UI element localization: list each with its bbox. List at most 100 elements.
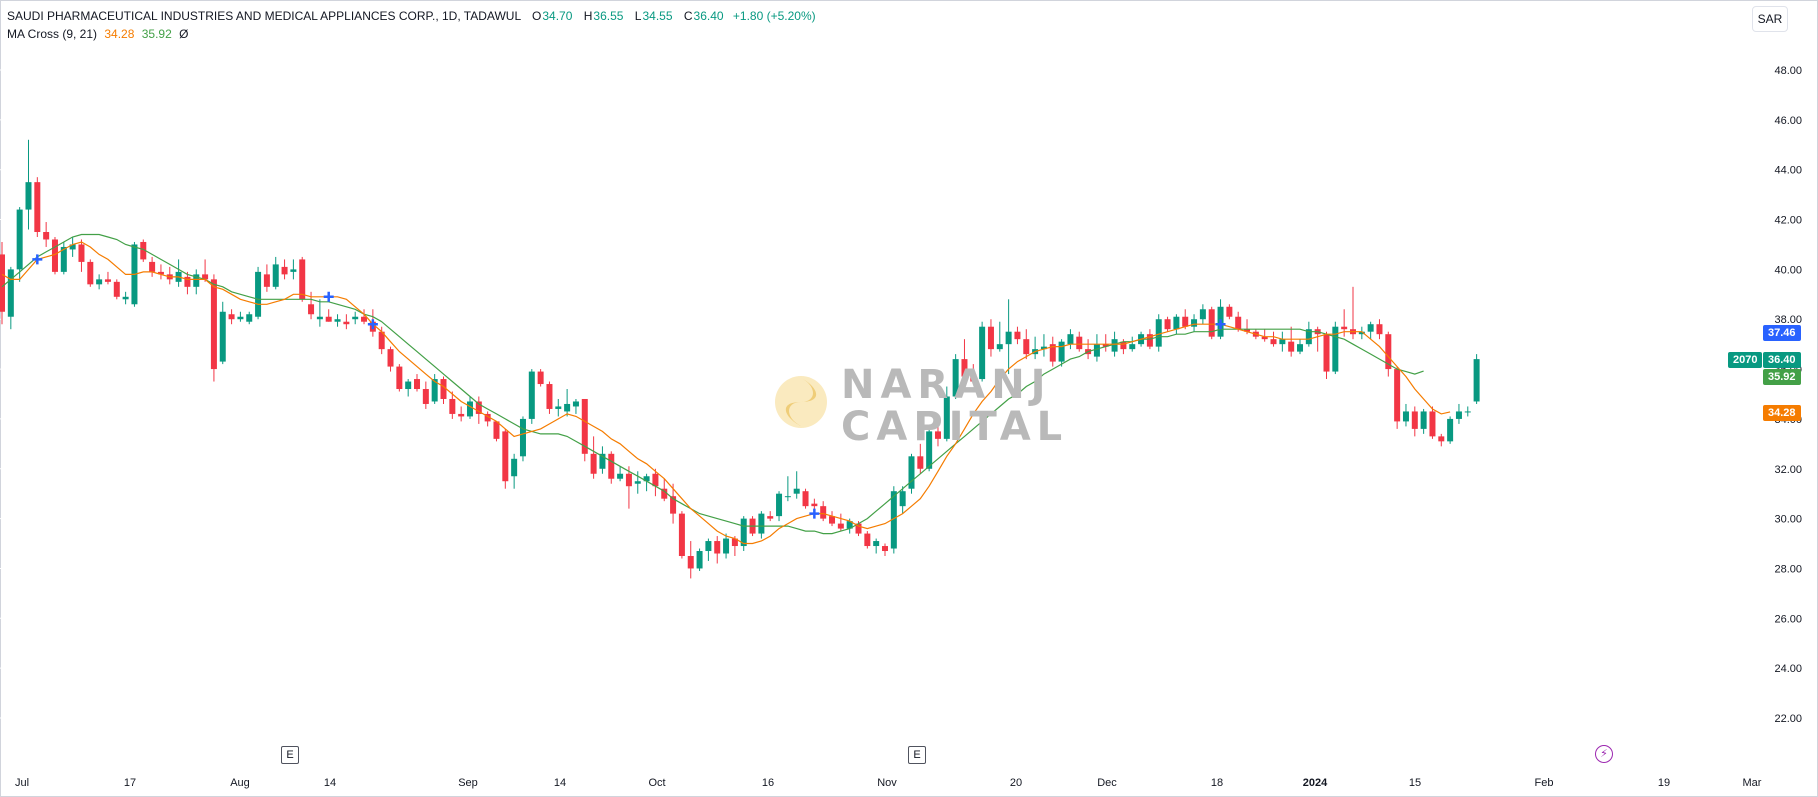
candle-up xyxy=(908,456,915,489)
candle-down xyxy=(1164,319,1171,330)
legend-row-symbol: SAUDI PHARMACEUTICAL INDUSTRIES AND MEDI… xyxy=(7,8,816,25)
candle-down xyxy=(78,244,85,262)
last-price-tag: 36.40 xyxy=(1763,352,1801,368)
candle-up xyxy=(776,493,783,517)
candle-down xyxy=(546,384,553,409)
candle-up xyxy=(899,491,906,507)
candle-up xyxy=(1191,319,1198,327)
x-tick-label: 20 xyxy=(1010,777,1022,789)
candle-down xyxy=(1429,411,1436,437)
x-tick-label: Dec xyxy=(1097,777,1117,789)
flash-event-icon[interactable]: ⚡ xyxy=(1595,745,1613,763)
candle-down xyxy=(157,271,164,275)
chart-legend: SAUDI PHARMACEUTICAL INDUSTRIES AND MEDI… xyxy=(7,8,816,43)
candle-down xyxy=(1146,334,1153,347)
x-tick-label: 16 xyxy=(762,777,774,789)
blue-price-tag: 37.46 xyxy=(1763,325,1801,341)
candle-down xyxy=(396,366,403,390)
candle-down xyxy=(731,538,738,547)
x-tick-label: Jul xyxy=(15,777,29,789)
candle-down xyxy=(149,261,156,272)
candle-up xyxy=(1420,411,1427,429)
candle-down xyxy=(1014,331,1021,340)
candle-up xyxy=(784,496,791,498)
ma-slow-line xyxy=(1,233,1424,535)
ma-slow-tag: 35.92 xyxy=(1763,369,1801,385)
ma-cross-marker xyxy=(323,291,334,302)
x-tick-label: 18 xyxy=(1211,777,1223,789)
candle-up xyxy=(237,316,244,320)
candle-down xyxy=(1120,341,1127,350)
candle-down xyxy=(1208,309,1215,337)
low-label: L xyxy=(634,9,642,23)
candle-down xyxy=(484,413,491,422)
candle-up xyxy=(1297,344,1304,352)
candle-up xyxy=(943,396,950,439)
candle-down xyxy=(1394,369,1401,422)
candle-down xyxy=(1438,436,1445,442)
candle-up xyxy=(352,316,359,320)
candle-up xyxy=(1129,344,1136,350)
candle-down xyxy=(1385,334,1392,370)
y-tick-label: 42.00 xyxy=(1774,215,1802,227)
symbol-title[interactable]: SAUDI PHARMACEUTICAL INDUSTRIES AND MEDI… xyxy=(7,9,521,23)
candle-down xyxy=(1226,306,1233,317)
candle-up xyxy=(1464,411,1471,413)
candle-down xyxy=(590,453,597,474)
candle-down xyxy=(917,456,924,469)
candle-up xyxy=(16,209,23,270)
candle-down xyxy=(1182,316,1189,327)
candle-up xyxy=(96,279,103,285)
low-value: 34.55 xyxy=(642,9,673,23)
candle-down xyxy=(263,274,270,287)
candle-up xyxy=(758,513,765,534)
legend-row-indicator[interactable]: MA Cross (9, 21) 34.28 35.92 Ø xyxy=(7,26,816,43)
candle-down xyxy=(864,533,871,547)
candle-up xyxy=(555,406,562,409)
candle-up xyxy=(431,379,438,402)
candle-down xyxy=(537,371,544,385)
candle-up xyxy=(1473,359,1480,402)
candle-up xyxy=(528,371,535,419)
earnings-marker-nov[interactable]: E xyxy=(908,746,926,764)
candle-down xyxy=(687,556,694,569)
candle-down xyxy=(51,239,58,272)
open-value: 34.70 xyxy=(542,9,573,23)
watermark-line2: CAPITAL xyxy=(841,404,1069,450)
candle-up xyxy=(617,473,624,479)
candle-down xyxy=(325,316,332,322)
y-tick-label: 26.00 xyxy=(1774,613,1802,625)
y-tick-label: 28.00 xyxy=(1774,563,1802,575)
ma-fast-line xyxy=(1,241,1451,545)
y-tick-label: 22.00 xyxy=(1774,713,1802,725)
candle-down xyxy=(837,523,844,529)
x-tick-label: Aug xyxy=(230,777,250,789)
candle-up xyxy=(466,401,473,417)
earnings-marker-aug[interactable]: E xyxy=(281,746,299,764)
candle-down xyxy=(820,506,827,519)
candle-up xyxy=(873,541,880,547)
candle-up xyxy=(60,246,67,272)
ma-fast-tag: 34.28 xyxy=(1763,405,1801,421)
candle-down xyxy=(475,401,482,414)
candle-down xyxy=(440,379,447,399)
candle-up xyxy=(634,481,641,484)
candle-up xyxy=(1199,309,1206,320)
candle-up xyxy=(740,518,747,547)
candle-up xyxy=(846,521,853,529)
indicator-settings-icon[interactable]: Ø xyxy=(179,27,189,41)
x-tick-label: Mar xyxy=(1743,777,1762,789)
x-tick-label: 19 xyxy=(1658,777,1670,789)
candle-up xyxy=(405,381,412,390)
candle-up xyxy=(926,431,933,469)
candle-down xyxy=(1049,344,1056,362)
indicator-label[interactable]: MA Cross (9, 21) xyxy=(7,27,98,41)
currency-button[interactable]: SAR xyxy=(1752,6,1788,32)
candle-down xyxy=(1235,316,1242,330)
candle-down xyxy=(361,316,368,322)
candle-up xyxy=(1367,324,1374,332)
candle-up xyxy=(996,344,1003,350)
candle-down xyxy=(387,349,394,367)
candle-down xyxy=(458,413,465,417)
